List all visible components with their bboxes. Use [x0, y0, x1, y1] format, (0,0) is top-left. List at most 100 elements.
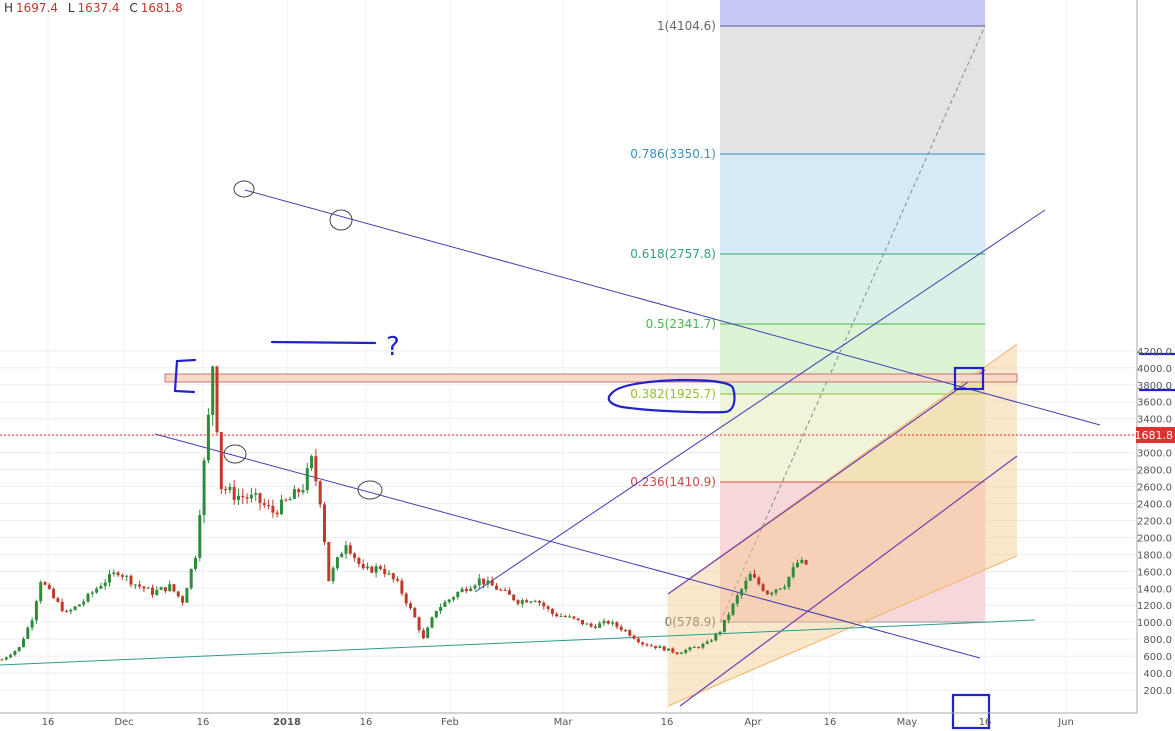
candle-body: [108, 574, 111, 583]
candle-body: [292, 489, 296, 499]
candle-body: [245, 497, 249, 499]
candle-body: [103, 582, 107, 586]
y-tick-label: 200.0: [1143, 686, 1172, 697]
candle-body: [30, 620, 34, 628]
candle-body: [684, 649, 688, 653]
candle-body: [581, 620, 584, 625]
y-tick-label: 4000.0: [1137, 364, 1172, 375]
y-tick-label: 2200.0: [1137, 516, 1172, 527]
candle-body: [727, 614, 731, 620]
candle-body: [22, 638, 25, 648]
ohlc-high-label: H: [4, 1, 14, 15]
candle-body: [185, 588, 189, 603]
long-term-support[interactable]: [0, 619, 1036, 666]
candle-body: [39, 582, 43, 602]
candle-body: [284, 499, 288, 501]
candle-body: [632, 635, 636, 639]
candle-body: [787, 576, 791, 588]
candle-body: [615, 622, 619, 627]
candle-body: [387, 573, 391, 575]
candle-body: [490, 580, 494, 586]
candle-body: [17, 647, 21, 651]
last-price-tag: 1681.8: [1135, 427, 1175, 443]
x-tick-label: 16: [661, 717, 674, 728]
candle-body: [241, 495, 245, 498]
candle-body: [688, 647, 692, 650]
candle-body: [314, 456, 318, 482]
candle-body: [520, 600, 524, 604]
annotation-question-mark: ?: [386, 332, 400, 362]
candle-body: [542, 602, 546, 607]
candle-body: [181, 596, 185, 603]
candle-body: [765, 590, 769, 595]
annotation-underline: [270, 340, 377, 345]
descending-channel-upper[interactable]: [244, 189, 1101, 426]
candle-body: [770, 592, 774, 595]
x-tick-label: Mar: [554, 717, 574, 728]
candle-body: [731, 603, 735, 615]
rising-trendline[interactable]: [474, 209, 1046, 593]
candle-body: [305, 468, 309, 491]
y-tick-label: 2000.0: [1137, 533, 1172, 544]
ohlc-readout: H 1697.4 L 1637.4 C 1681.8: [4, 1, 189, 15]
y-tick-label: 2400.0: [1137, 499, 1172, 510]
candle-body: [323, 504, 326, 543]
candle-body: [267, 504, 271, 506]
orange-channel-bottom: [667, 555, 1018, 707]
descending-channel-lower[interactable]: [154, 433, 981, 659]
candle-body: [671, 648, 675, 653]
candle-body: [692, 647, 696, 649]
candle-body: [757, 577, 761, 585]
candle-body: [525, 600, 529, 603]
candle-body: [722, 619, 726, 632]
fib-zone-0786-0618: [720, 154, 985, 254]
candle-body: [176, 591, 180, 597]
candle-body: [611, 622, 615, 624]
candles: [0, 365, 808, 661]
candle-body: [645, 644, 649, 646]
candle-body: [82, 601, 86, 605]
y-axis[interactable]: 200.0 400.0 600.0 800.0 1000.0 1200.0 1400.0 16…: [1136, 0, 1172, 713]
candle-body: [679, 652, 683, 654]
pivot-circle-jan-bottom: [357, 480, 383, 500]
candle-body: [529, 601, 533, 603]
fib-label-05: 0.5(2341.7): [646, 317, 716, 331]
candle-body: [628, 630, 632, 636]
candle-body: [499, 589, 503, 591]
x-tick-label: 16: [42, 717, 55, 728]
candle-body: [602, 620, 606, 624]
candle-body: [224, 489, 228, 491]
candle-body: [232, 486, 236, 500]
candle-body: [215, 366, 219, 433]
candle-body: [163, 587, 167, 592]
candle-body: [507, 590, 511, 595]
candle-body: [262, 503, 266, 505]
candle-body: [619, 626, 623, 631]
resistance-band[interactable]: [164, 373, 1018, 383]
purple-channel-lower: [679, 455, 1018, 707]
y-tick-label: 1000.0: [1137, 618, 1172, 629]
x-axis[interactable]: 16 Dec 16 2018 16 Feb Mar 16 Apr 16 May 16 Jun: [0, 712, 1137, 728]
candle-body: [559, 616, 563, 618]
candle-body: [572, 616, 576, 619]
candle-body: [710, 640, 713, 642]
candle-body: [13, 650, 17, 655]
candle-body: [297, 489, 301, 493]
fib-trend-dashed: [719, 25, 986, 623]
pivot-circle-jan-top: [329, 209, 353, 231]
y-tick-label: 4200.0: [1137, 347, 1172, 358]
candle-body: [503, 589, 507, 591]
candle-body: [469, 588, 473, 592]
candle-body: [370, 566, 374, 573]
candle-body: [155, 589, 159, 595]
candle-body: [555, 613, 559, 617]
ohlc-close-label: C: [129, 1, 138, 15]
candle-body: [783, 587, 787, 589]
candle-body: [413, 608, 417, 618]
candle-body: [439, 607, 443, 611]
candle-body: [378, 566, 382, 569]
candle-body: [95, 588, 99, 593]
hand-annotations: [173, 340, 1175, 730]
y-tick-label: 3800.0: [1137, 381, 1172, 392]
